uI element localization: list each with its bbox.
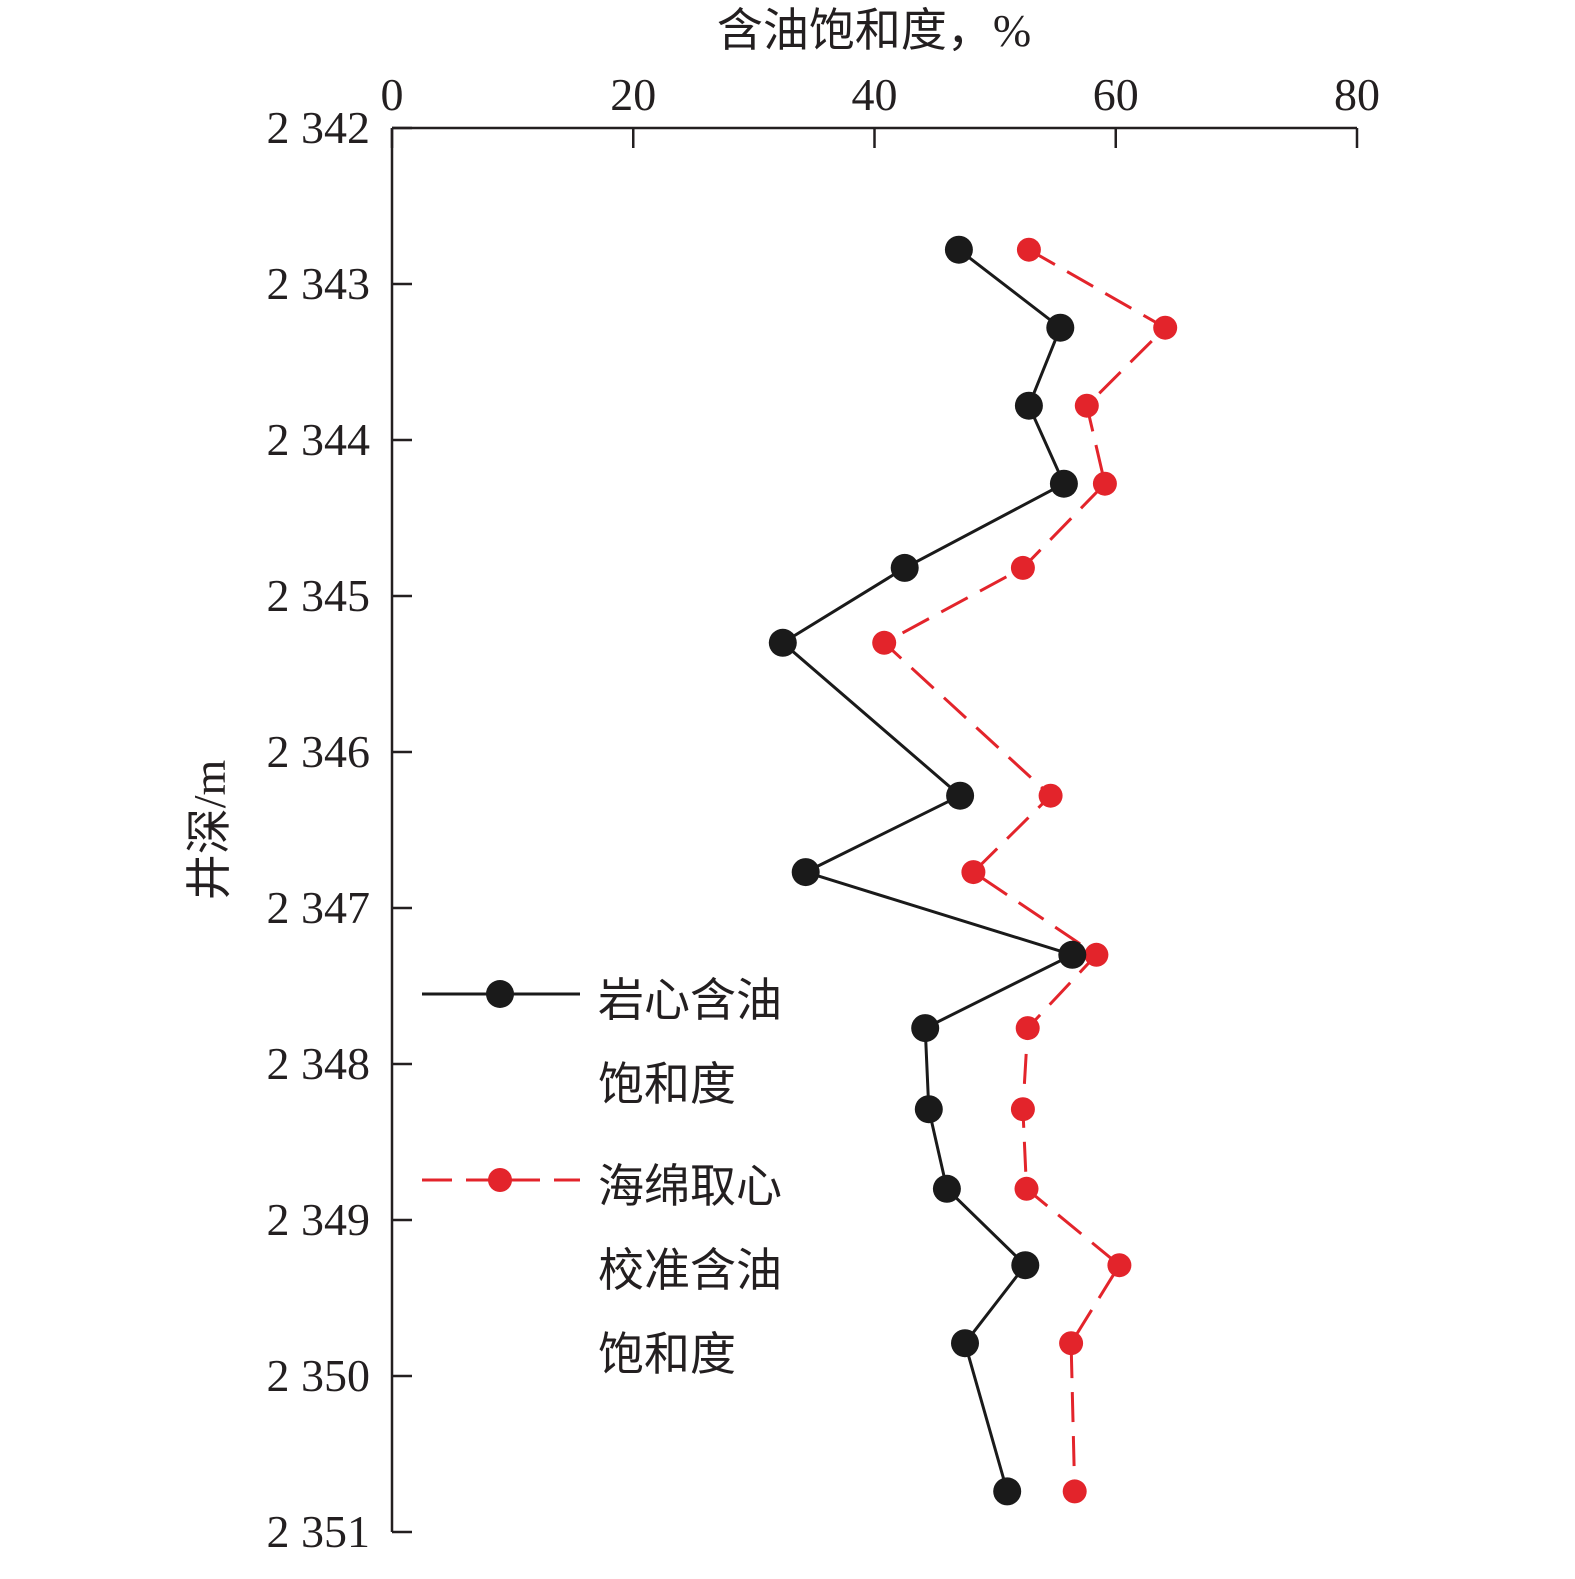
y-tick-label: 2 344 bbox=[267, 414, 371, 465]
y-tick-label: 2 342 bbox=[267, 102, 371, 153]
data-point bbox=[944, 235, 973, 264]
x-ticks: 0 20 40 60 80 bbox=[381, 69, 1380, 148]
axes bbox=[390, 126, 1357, 1532]
data-point bbox=[932, 1174, 961, 1203]
x-tick-label: 20 bbox=[610, 69, 656, 120]
data-point bbox=[1010, 1097, 1035, 1122]
data-point bbox=[768, 628, 797, 657]
data-point bbox=[890, 553, 919, 582]
series bbox=[768, 235, 1178, 1506]
y-tick-label: 2 351 bbox=[267, 1506, 371, 1557]
data-point bbox=[1084, 942, 1109, 967]
legend-label: 海绵取心 bbox=[598, 1161, 782, 1212]
data-point bbox=[951, 1329, 979, 1358]
data-point bbox=[993, 1477, 1022, 1506]
data-point bbox=[1016, 237, 1041, 262]
data-point bbox=[1059, 1331, 1084, 1356]
y-axis-title: 井深/m bbox=[184, 760, 235, 901]
x-tick-label: 0 bbox=[381, 69, 404, 120]
data-point bbox=[1014, 391, 1043, 420]
data-point bbox=[1038, 783, 1063, 808]
y-tick-label: 2 346 bbox=[267, 726, 371, 777]
legend-label: 饱和度 bbox=[598, 1059, 736, 1110]
data-point bbox=[1107, 1253, 1132, 1278]
data-point bbox=[914, 1095, 943, 1124]
data-point bbox=[1015, 1016, 1040, 1041]
y-tick-label: 2 348 bbox=[267, 1038, 371, 1089]
legend-marker bbox=[486, 980, 514, 1008]
data-point bbox=[1058, 940, 1087, 969]
data-point bbox=[1092, 471, 1117, 496]
x-tick-label: 80 bbox=[1334, 69, 1380, 120]
x-tick-label: 40 bbox=[852, 69, 898, 120]
data-point bbox=[1074, 393, 1099, 418]
data-point bbox=[1049, 469, 1078, 498]
x-axis-title: 含油饱和度，% bbox=[717, 5, 1031, 56]
x-tick-label: 60 bbox=[1093, 69, 1139, 120]
y-tick-label: 2 350 bbox=[267, 1350, 371, 1401]
legend-label: 饱和度 bbox=[598, 1329, 736, 1380]
y-tick-label: 2 343 bbox=[267, 258, 371, 309]
data-point bbox=[911, 1014, 940, 1043]
data-point bbox=[946, 781, 975, 810]
y-tick-label: 2 349 bbox=[267, 1194, 371, 1245]
data-point bbox=[791, 858, 820, 887]
legend-label: 校准含油 bbox=[598, 1245, 782, 1296]
series-core-oil-saturation bbox=[768, 235, 1087, 1506]
series-sponge-calibrated-oil-saturation bbox=[872, 237, 1178, 1504]
data-point bbox=[1062, 1479, 1087, 1504]
data-point bbox=[1046, 313, 1075, 342]
series-line bbox=[780, 248, 1077, 1492]
y-ticks: 2 342 2 343 2 344 2 345 2 346 2 347 2 348 2 349… bbox=[267, 102, 412, 1557]
y-tick-label: 2 347 bbox=[267, 882, 371, 933]
y-tick-label: 2 345 bbox=[267, 570, 371, 621]
legend-label: 岩心含油 bbox=[598, 975, 782, 1026]
data-point bbox=[1014, 1176, 1039, 1201]
series-line bbox=[881, 248, 1168, 1492]
data-point bbox=[961, 860, 986, 885]
data-point bbox=[872, 630, 897, 655]
legend-marker bbox=[488, 1168, 512, 1192]
data-point bbox=[1011, 1251, 1040, 1280]
data-point bbox=[1153, 315, 1178, 340]
data-point bbox=[1010, 555, 1035, 580]
